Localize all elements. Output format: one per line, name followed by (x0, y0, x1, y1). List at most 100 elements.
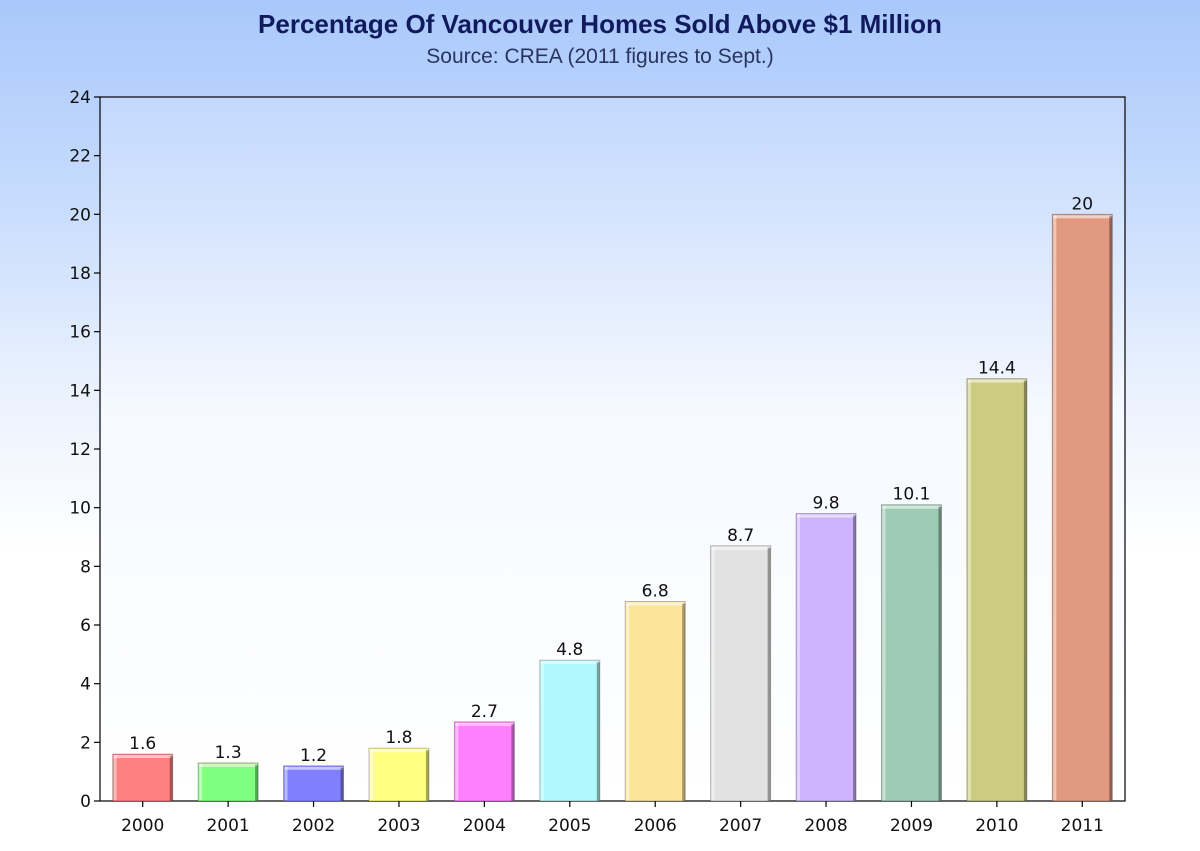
bar-shadow (511, 723, 515, 801)
bar-shadow (425, 750, 429, 801)
x-tick-label: 2005 (548, 816, 591, 836)
bar-2002: 1.2 (283, 746, 345, 802)
x-tick-label: 2008 (804, 816, 847, 836)
data-label: 20 (1071, 194, 1093, 214)
data-label: 1.8 (385, 728, 412, 748)
chart-title: Percentage Of Vancouver Homes Sold Above… (258, 9, 942, 39)
bar-2011: 20 (1051, 194, 1113, 802)
bar-edge-highlight (711, 546, 715, 800)
bar-edge-highlight (882, 505, 886, 800)
bar-2003: 1.8 (368, 728, 430, 802)
bar-shadow (255, 764, 259, 801)
x-tick-label: 2000 (121, 816, 164, 836)
bar-2001: 1.3 (197, 743, 259, 802)
bar-highlight (626, 602, 685, 606)
chart-subtitle: Source: CREA (2011 figures to Sept.) (426, 45, 774, 68)
bar-2005: 4.8 (539, 640, 601, 802)
bar-body (453, 721, 515, 802)
bar-edge-highlight (199, 763, 203, 800)
bar-shadow (596, 662, 600, 801)
bar-edge-highlight (113, 755, 117, 800)
x-tick-label: 2004 (463, 816, 506, 836)
bar-edge-highlight (455, 722, 459, 800)
bars: 1.6 1.3 1.2 1.8 2.7 4.8 6.8 8.7 9.8 10.1 14.4 20 (112, 194, 1113, 802)
y-tick-label: 8 (80, 557, 91, 577)
x-tick-label: 2007 (719, 816, 762, 836)
data-label: 4.8 (556, 640, 583, 660)
x-tick-label: 2011 (1061, 816, 1104, 836)
bar-highlight (455, 722, 514, 726)
bar-shadow (169, 756, 173, 801)
bar-shadow (340, 767, 344, 801)
data-label: 9.8 (813, 494, 840, 514)
bar-edge-highlight (540, 661, 544, 800)
bar-2008: 9.8 (795, 494, 857, 802)
bar-edge-highlight (1053, 215, 1057, 801)
bar-highlight (113, 755, 172, 759)
y-tick-label: 20 (69, 205, 91, 225)
data-label: 8.7 (727, 526, 754, 546)
bar-highlight (711, 546, 770, 550)
bar-highlight (540, 661, 599, 665)
bar-highlight (797, 514, 856, 518)
y-tick-label: 14 (69, 381, 91, 401)
x-tick-label: 2003 (377, 816, 420, 836)
bar-edge-highlight (369, 749, 373, 800)
y-tick-label: 18 (69, 264, 91, 284)
bar-highlight (1053, 215, 1112, 219)
bar-body (880, 504, 942, 802)
x-tick-label: 2002 (292, 816, 335, 836)
y-tick-label: 22 (69, 147, 91, 167)
bar-shadow (853, 515, 857, 801)
bar-2007: 8.7 (710, 526, 772, 802)
y-tick-label: 0 (80, 792, 91, 812)
bar-highlight (882, 505, 941, 509)
bar-edge-highlight (284, 766, 288, 800)
data-label: 1.2 (300, 746, 327, 766)
bar-body (1051, 213, 1113, 802)
bar-edge-highlight (626, 602, 630, 800)
bar-edge-highlight (797, 514, 801, 800)
bar-body (197, 762, 259, 802)
y-tick-label: 16 (69, 323, 91, 343)
bar-shadow (1023, 380, 1027, 801)
bar-highlight (199, 763, 258, 767)
bar-highlight (369, 749, 428, 753)
x-tick-label: 2001 (206, 816, 249, 836)
data-label: 1.3 (215, 743, 242, 763)
bar-body (710, 545, 772, 802)
bar-body (283, 765, 345, 802)
data-label: 14.4 (978, 359, 1016, 379)
data-label: 2.7 (471, 702, 498, 722)
bar-2010: 14.4 (966, 359, 1028, 802)
bar-body (966, 378, 1028, 802)
bar-shadow (682, 603, 686, 801)
x-tick-label: 2009 (890, 816, 933, 836)
data-label: 1.6 (129, 734, 156, 754)
bar-shadow (767, 547, 771, 801)
x-tick-label: 2006 (634, 816, 677, 836)
bar-body (539, 659, 601, 802)
bar-2009: 10.1 (880, 485, 942, 802)
bar-shadow (938, 506, 942, 801)
bar-2000: 1.6 (112, 734, 174, 802)
bar-body (368, 747, 430, 802)
y-tick-label: 6 (80, 616, 91, 636)
bar-highlight (284, 766, 343, 770)
plot-area (99, 96, 1126, 802)
bar-highlight (967, 379, 1026, 383)
bar-edge-highlight (967, 379, 971, 800)
x-tick-label: 2010 (975, 816, 1018, 836)
y-tick-label: 24 (69, 88, 91, 108)
data-label: 10.1 (893, 485, 931, 505)
data-label: 6.8 (642, 582, 669, 602)
y-tick-label: 12 (69, 440, 91, 460)
bar-shadow (1109, 216, 1113, 802)
bar-body (795, 513, 857, 802)
y-tick-label: 10 (69, 499, 91, 519)
bar-2004: 2.7 (453, 702, 515, 802)
x-axis: 2000 2001 2002 2003 2004 2005 2006 2007 2008 2009… (121, 801, 1104, 836)
bar-body (112, 753, 174, 802)
y-tick-label: 2 (80, 733, 91, 753)
